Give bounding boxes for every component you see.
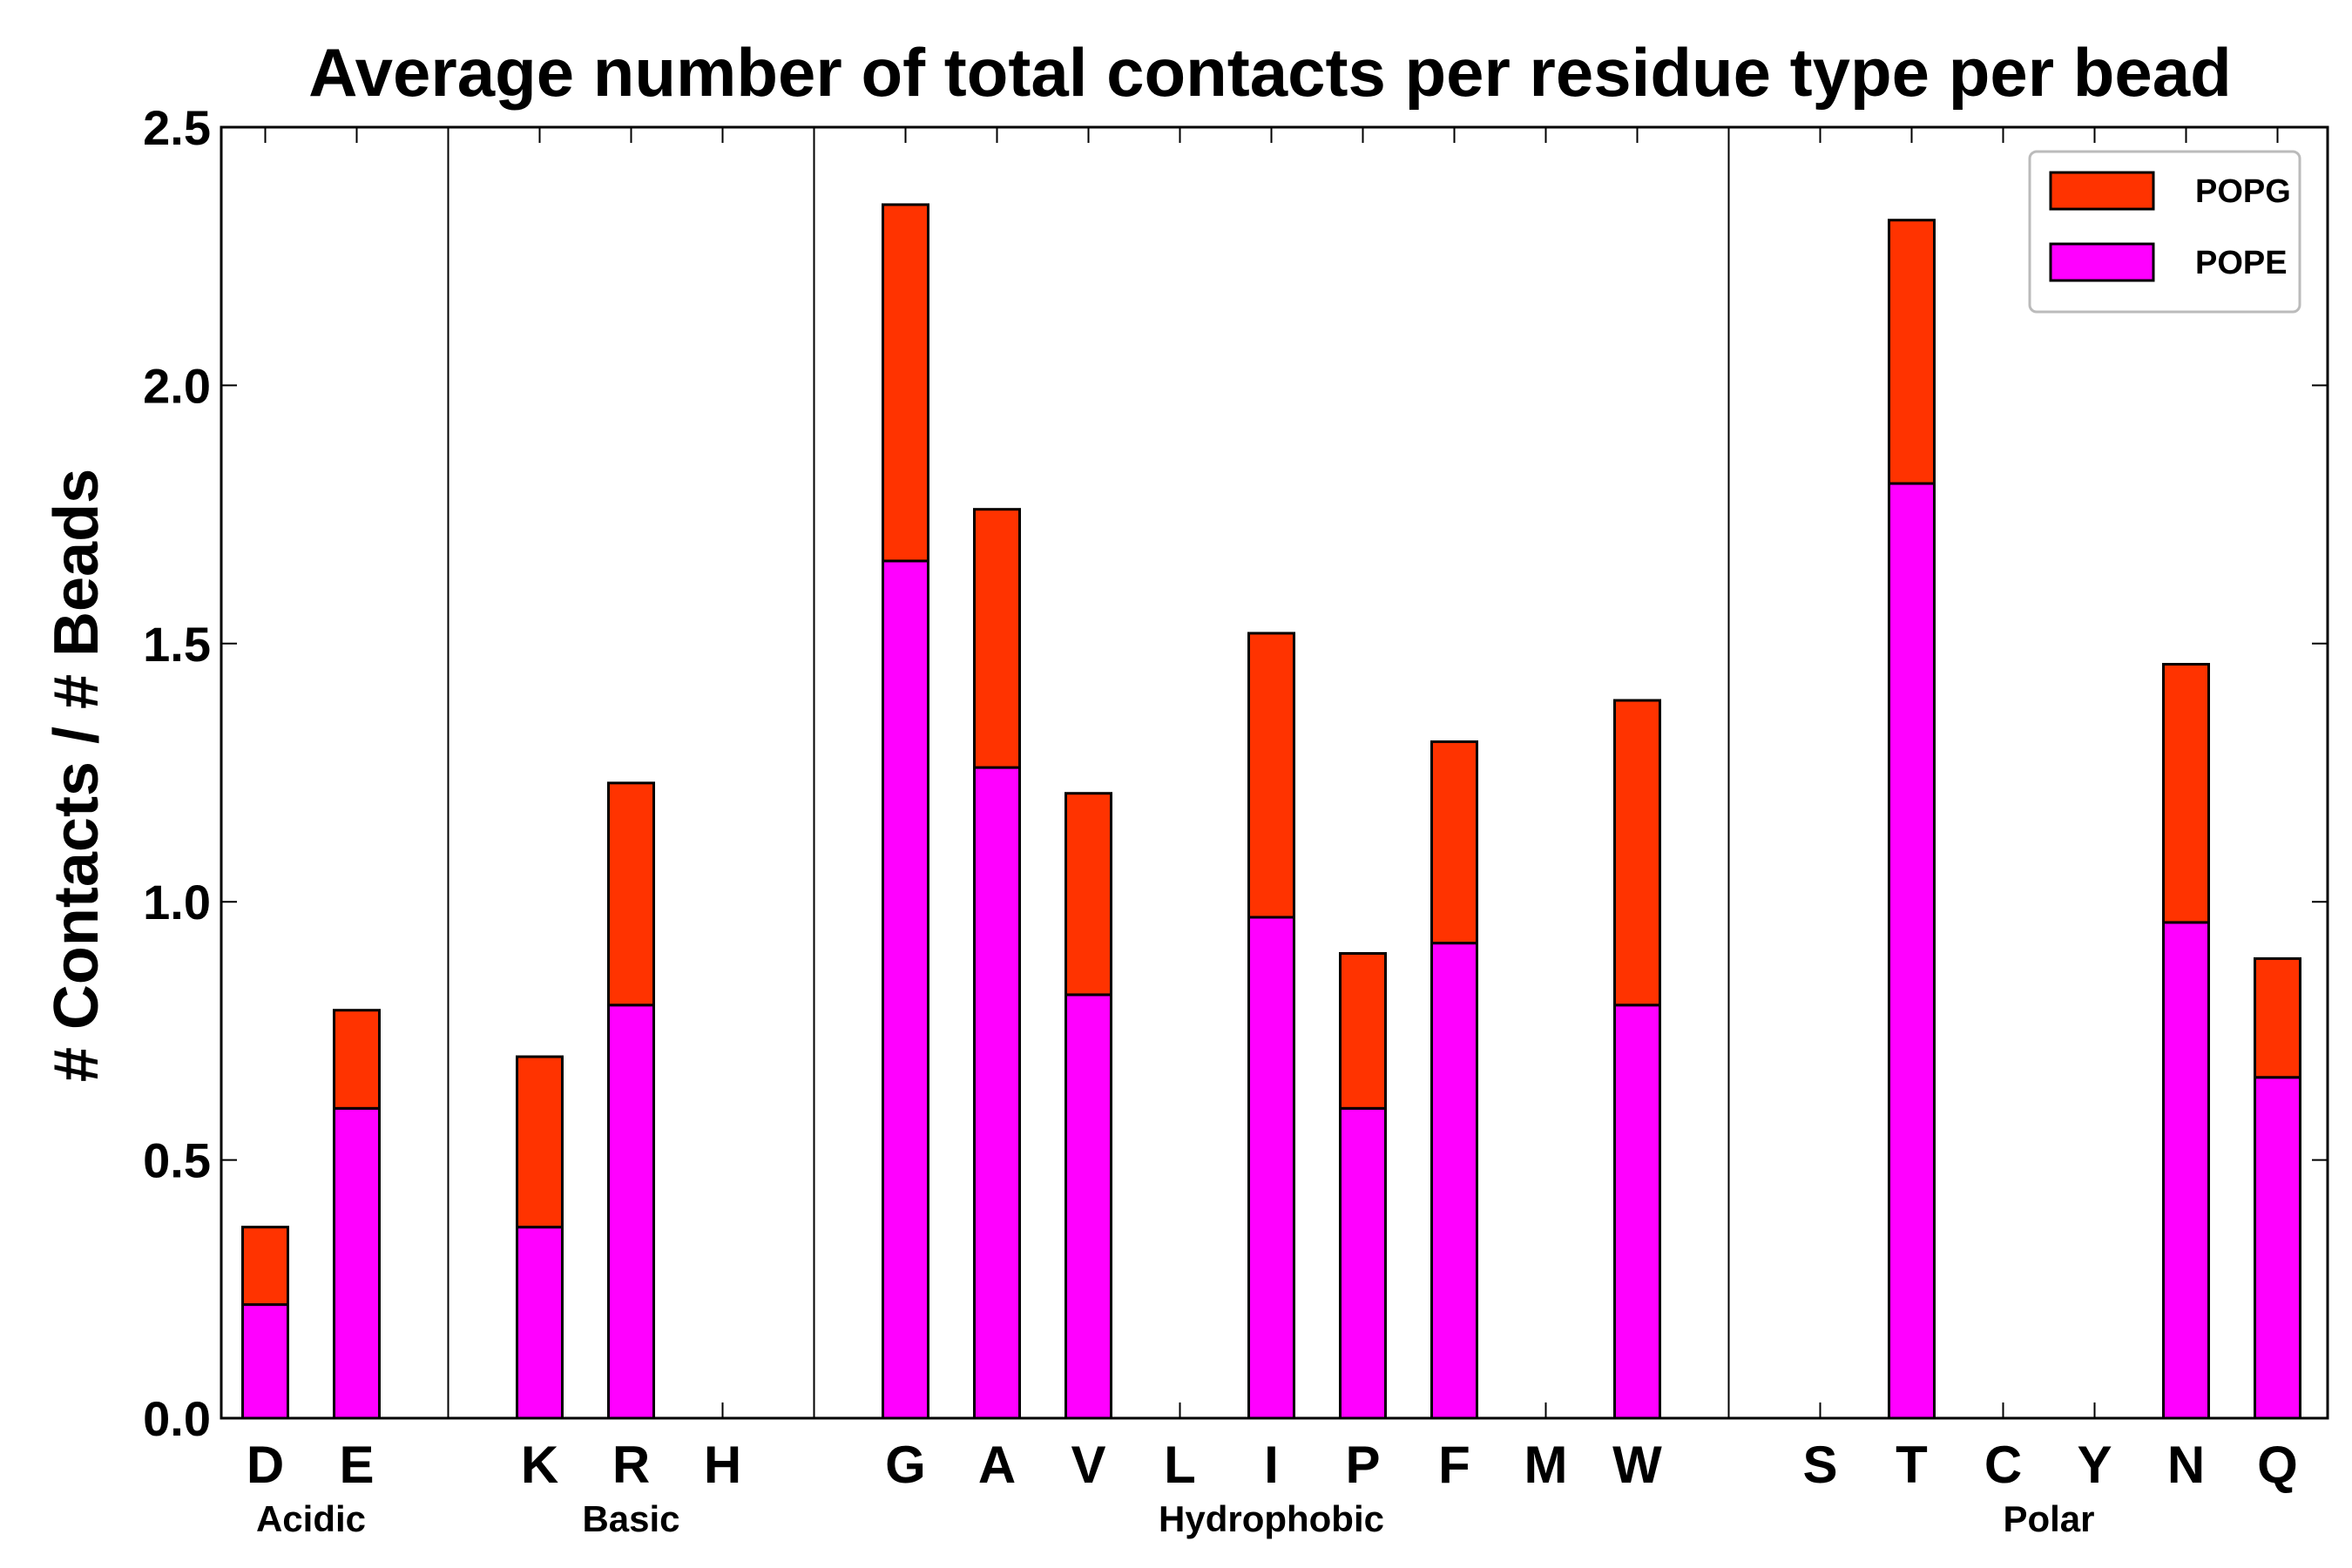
group-label: Hydrophobic (1159, 1498, 1384, 1539)
bar-popg-N (2162, 663, 2210, 924)
x-tick-label: I (1264, 1436, 1279, 1494)
legend-label-pope: POPE (2195, 245, 2288, 281)
x-tick-label: M (1524, 1436, 1568, 1494)
x-tick-label: L (1164, 1436, 1196, 1494)
group-label: Basic (582, 1498, 679, 1539)
bar-pope-Q (2254, 1076, 2301, 1420)
y-tick-label: 1.0 (143, 875, 211, 929)
x-tick-label: F (1438, 1436, 1470, 1494)
bar-popg-V (1064, 792, 1112, 997)
bar-popg-G (882, 203, 929, 563)
x-tick-label: S (1802, 1436, 1837, 1494)
bar-popg-A (973, 508, 1021, 769)
x-tick-label: Y (2077, 1436, 2112, 1494)
y-tick-label: 2.0 (143, 358, 211, 413)
legend-label-popg: POPG (2195, 173, 2291, 210)
x-tick-label: P (1345, 1436, 1380, 1494)
bar-popg-E (333, 1009, 381, 1110)
y-tick-label: 2.5 (143, 100, 211, 155)
x-tick-label: V (1071, 1436, 1105, 1494)
bar-pope-A (973, 766, 1021, 1420)
bar-popg-W (1613, 699, 1661, 1007)
bar-popg-P (1339, 951, 1387, 1110)
x-tick-label: C (1984, 1436, 2022, 1494)
legend-swatch-popg (2049, 171, 2155, 211)
x-tick-label: E (339, 1436, 374, 1494)
x-tick-label: G (885, 1436, 926, 1494)
bar-pope-D (241, 1303, 289, 1420)
y-axis-label: # Contacts / # Beads (42, 469, 112, 1082)
bar-popg-Q (2254, 956, 2301, 1079)
y-tick-label: 0.0 (143, 1391, 211, 1446)
bar-popg-I (1247, 632, 1295, 919)
bar-pope-W (1613, 1004, 1661, 1420)
legend-swatch-pope (2049, 242, 2155, 282)
bar-popg-F (1430, 740, 1478, 945)
y-tick-label: 0.5 (143, 1133, 211, 1188)
bar-pope-R (607, 1004, 655, 1420)
plot-frame (220, 125, 2329, 1420)
x-tick-label: N (2167, 1436, 2205, 1494)
x-tick-label: W (1612, 1436, 1662, 1494)
x-tick-label: K (521, 1436, 558, 1494)
y-tick-label: 1.5 (143, 617, 211, 672)
group-label: Polar (2003, 1498, 2094, 1539)
bar-pope-I (1247, 916, 1295, 1420)
x-tick-label: Q (2257, 1436, 2298, 1494)
bar-pope-K (516, 1226, 564, 1420)
bar-pope-E (333, 1106, 381, 1420)
x-tick-label: H (704, 1436, 741, 1494)
bar-popg-K (516, 1055, 564, 1229)
bar-pope-V (1064, 993, 1112, 1420)
bar-popg-D (241, 1226, 289, 1307)
chart-title: Average number of total contacts per res… (308, 34, 2232, 111)
bar-popg-R (607, 781, 655, 1007)
bar-popg-T (1888, 219, 1936, 485)
legend: POPG POPE (2028, 150, 2301, 314)
group-label: Acidic (256, 1498, 366, 1539)
plot-area: 0.0 0.5 1.0 1.5 2.0 2.5 D E K R H G A V L I P F M W S T C Y N Q Ac… (143, 100, 2328, 1539)
bar-pope-T (1888, 482, 1936, 1420)
bar-pope-G (882, 559, 929, 1420)
x-tick-label: R (612, 1436, 650, 1494)
bar-pope-P (1339, 1106, 1387, 1420)
x-tick-label: T (1896, 1436, 1928, 1494)
bar-pope-N (2162, 921, 2210, 1420)
bar-pope-F (1430, 942, 1478, 1420)
x-tick-label: D (247, 1436, 284, 1494)
x-tick-label: A (978, 1436, 1016, 1494)
